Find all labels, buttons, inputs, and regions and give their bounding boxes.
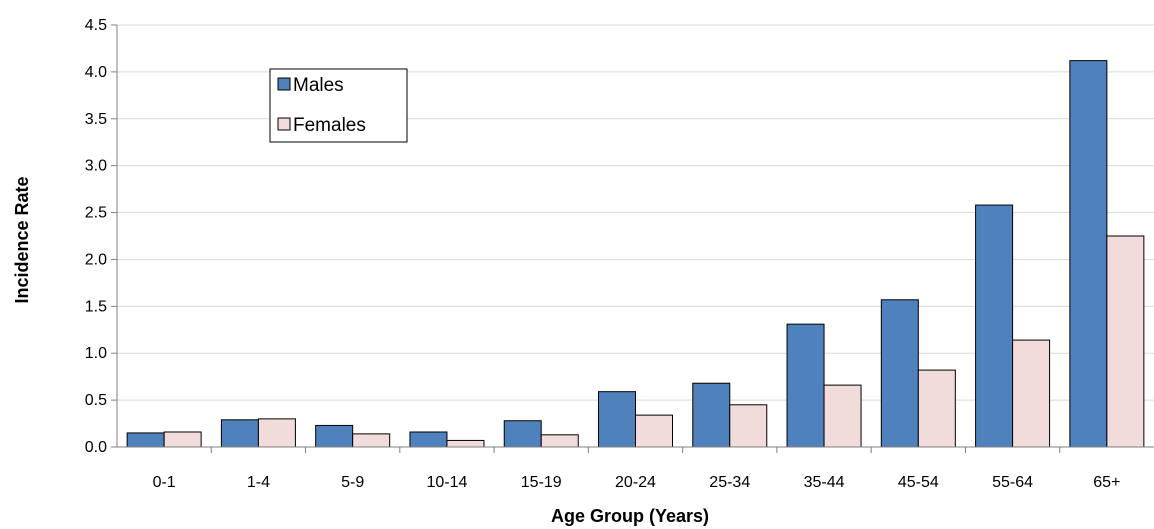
x-axis-title: Age Group (Years) (551, 506, 709, 526)
bar-females-65+ (1106, 235, 1145, 448)
y-tick-label: 4.0 (85, 64, 107, 81)
y-tick-labels: 0.0 0.5 1.0 1.5 2.0 2.5 3.0 3.5 4.0 4.5 (85, 17, 117, 456)
bar-females-1-4 (257, 418, 296, 448)
x-tick-label: 1-4 (247, 474, 270, 491)
y-tick-label: 1.5 (85, 298, 107, 315)
legend: Males Females (269, 68, 408, 143)
x-tick-label: 5-9 (341, 474, 364, 491)
bar-females-45-54 (917, 369, 956, 448)
x-tick-label: 20-24 (615, 474, 656, 491)
bar-females-15-19 (540, 434, 579, 448)
x-tick-label: 35-44 (804, 474, 845, 491)
bar-females-10-14 (446, 439, 485, 448)
y-tick-label: 3.5 (85, 111, 107, 128)
y-axis-title: Incidence Rate (12, 176, 32, 303)
legend-label-females: Females (293, 115, 366, 136)
x-tick-labels: 0-1 1-4 5-9 10-14 15-19 20-24 25-34 35-44 45-54 5… (153, 447, 1120, 491)
bar-females-5-9 (352, 433, 391, 448)
x-tick-label: 55-64 (992, 474, 1033, 491)
bar-males-65+ (1069, 60, 1108, 448)
legend-box (269, 68, 408, 143)
bar-females-55-64 (1012, 339, 1051, 448)
x-tick-label: 10-14 (426, 474, 467, 491)
bar-females-35-44 (823, 384, 862, 448)
bar-males-10-14 (409, 431, 448, 448)
bar-females-0-1 (163, 431, 202, 448)
x-tick-label: 65+ (1093, 474, 1120, 491)
y-tick-label: 2.0 (85, 251, 107, 268)
bar-males-25-34 (692, 382, 731, 448)
bar-males-1-4 (220, 419, 259, 448)
axes (116, 25, 1154, 448)
y-tick-label: 0.5 (85, 392, 107, 409)
bars (126, 60, 1145, 448)
legend-swatch-females (277, 117, 291, 131)
y-tick-label: 1.0 (85, 345, 107, 362)
x-tick-label: 45-54 (898, 474, 939, 491)
bar-females-25-34 (729, 404, 768, 448)
y-tick-label: 0.0 (85, 439, 107, 456)
y-tick-label: 4.5 (85, 17, 107, 34)
x-tick-label: 15-19 (521, 474, 562, 491)
legend-swatch-males (277, 77, 291, 91)
bar-males-45-54 (880, 299, 919, 448)
bar-males-5-9 (315, 424, 354, 448)
x-tick-label: 0-1 (153, 474, 176, 491)
legend-label-males: Males (293, 75, 344, 96)
x-tick-label: 25-34 (709, 474, 750, 491)
bar-males-55-64 (975, 204, 1014, 448)
bar-males-0-1 (126, 432, 165, 448)
bar-males-35-44 (786, 323, 825, 448)
bar-males-15-19 (503, 420, 542, 448)
bar-males-20-24 (598, 391, 636, 448)
y-tick-label: 2.5 (85, 205, 107, 222)
y-tick-label: 3.0 (85, 158, 107, 175)
bar-females-20-24 (635, 414, 673, 448)
